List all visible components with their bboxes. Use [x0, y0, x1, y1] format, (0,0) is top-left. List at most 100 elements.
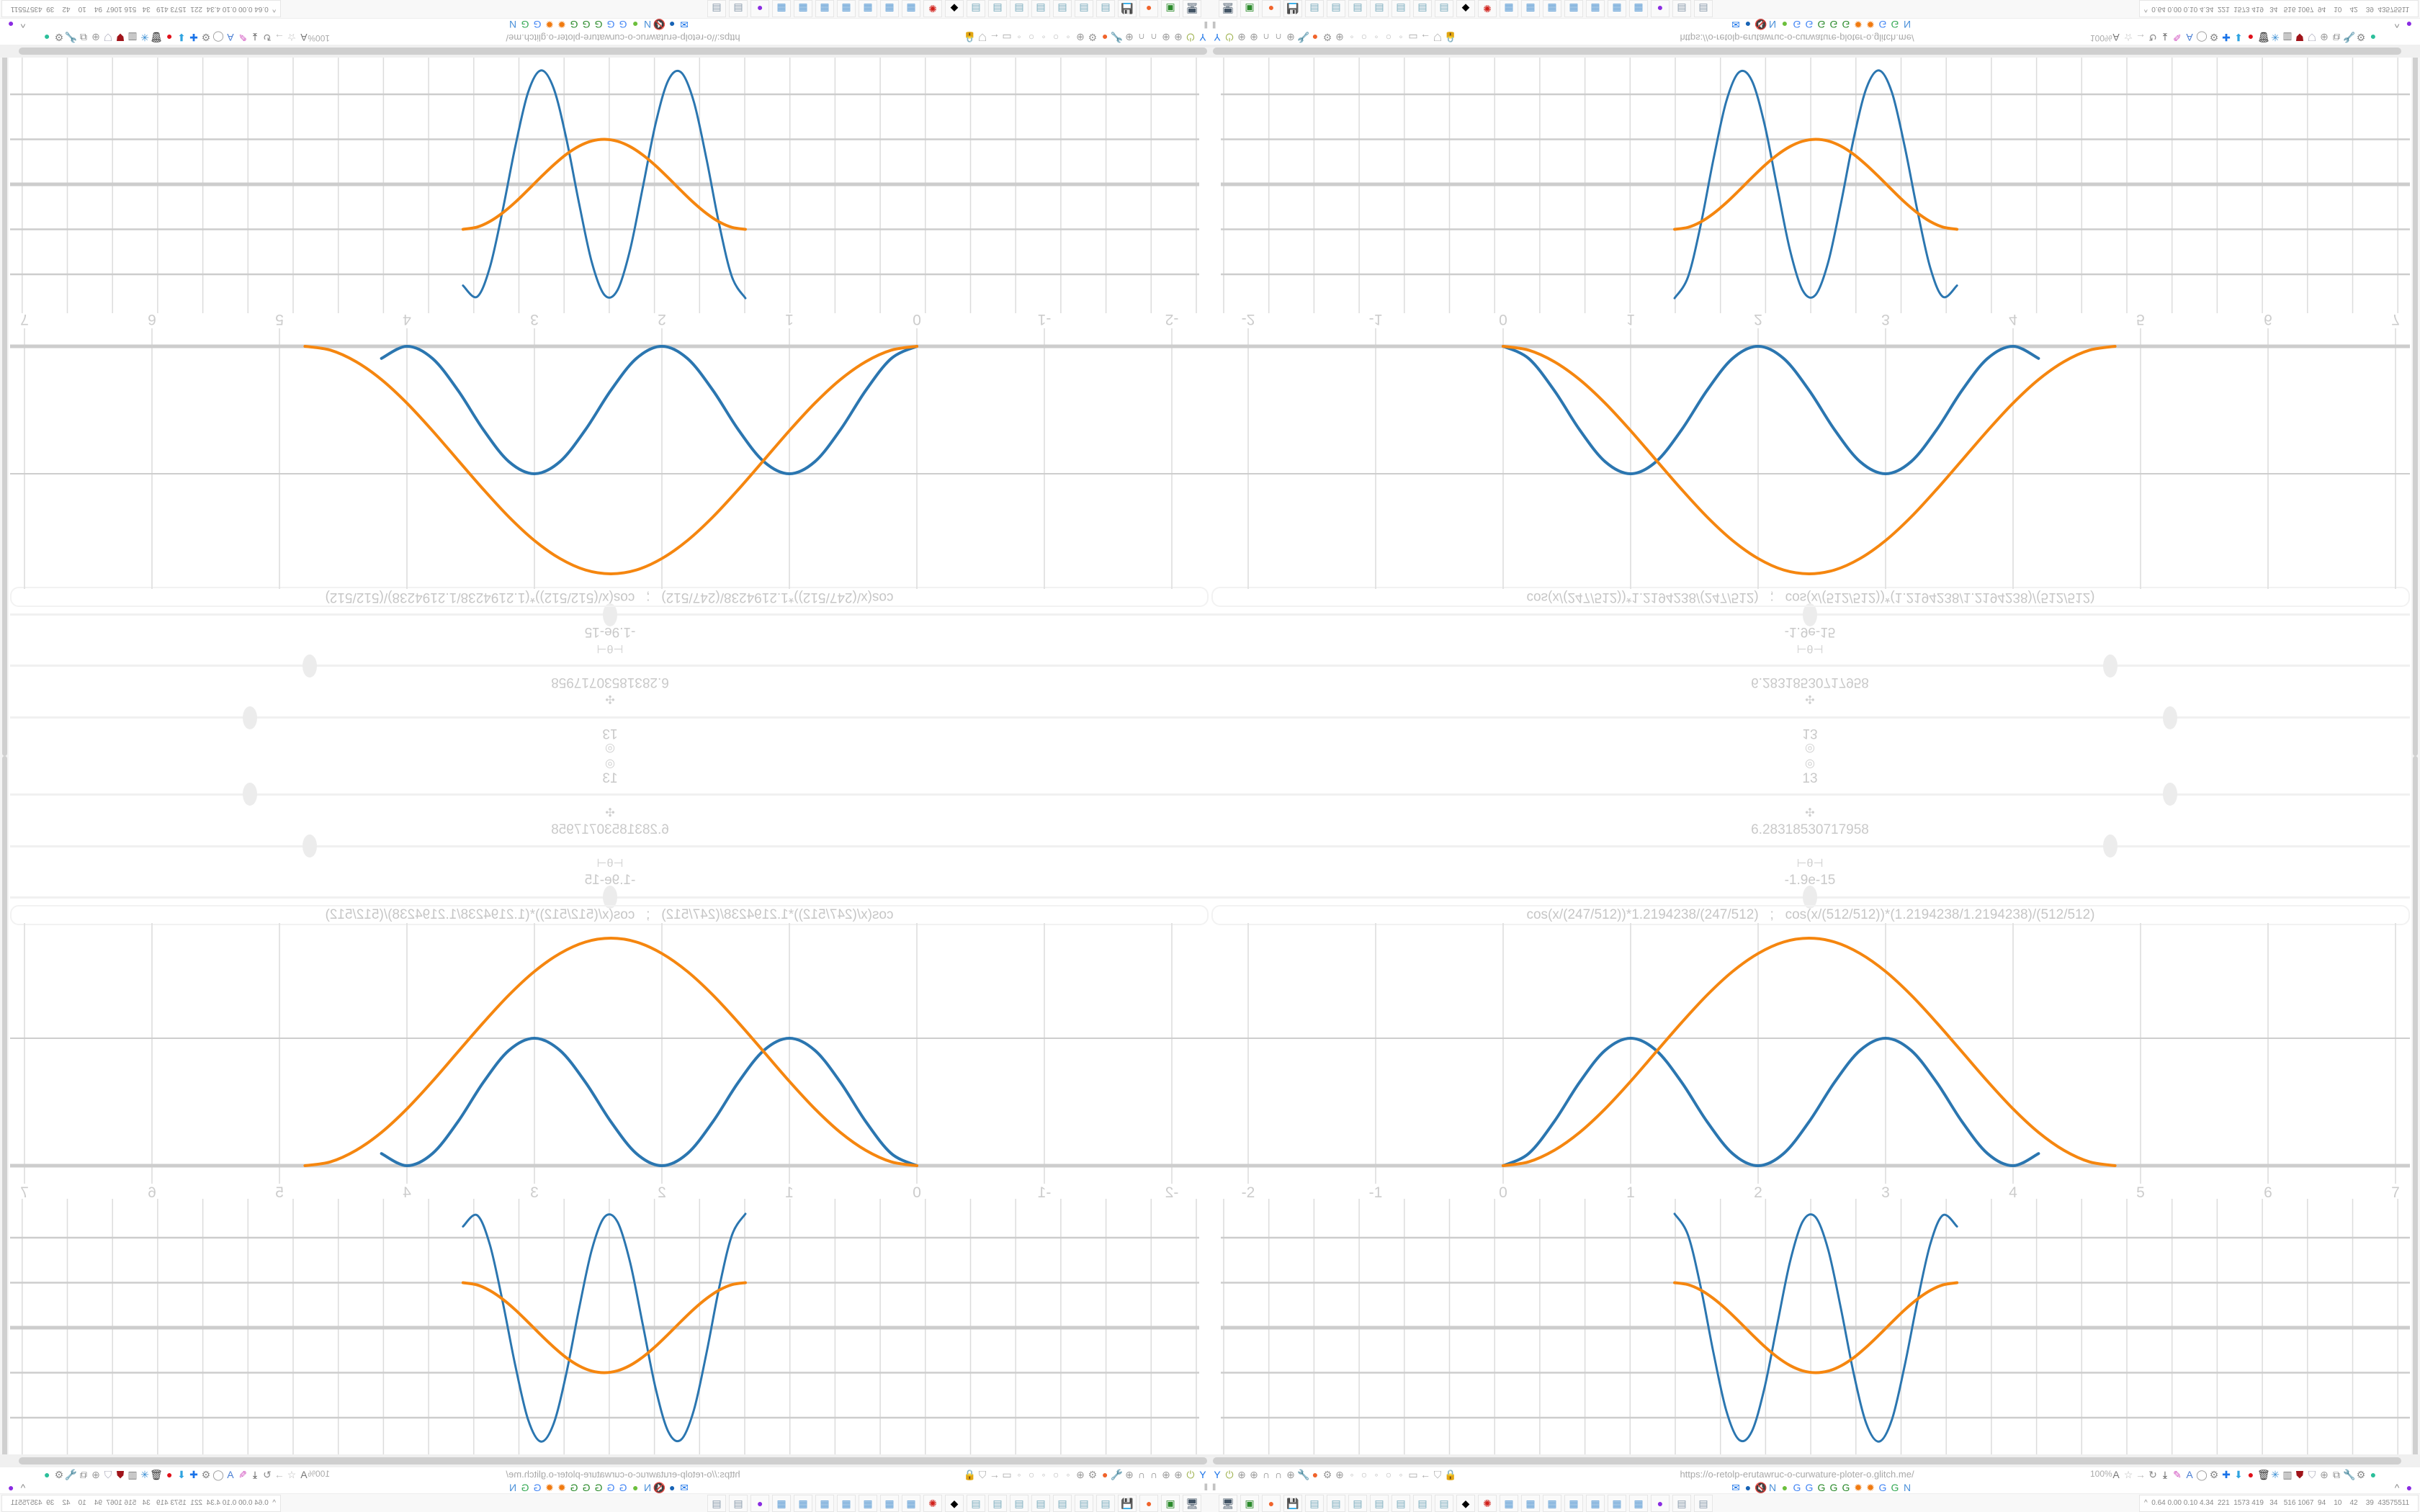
- blue-bird-icon[interactable]: ●: [668, 1481, 676, 1493]
- power-icon[interactable]: ⏻: [1186, 1468, 1195, 1480]
- terminal-icon[interactable]: ▣: [1161, 0, 1180, 18]
- formula-input[interactable]: cos(x/(247/512))*1.2194238/(247/512) ; c…: [1211, 587, 2410, 607]
- dot-icon[interactable]: ◦: [1399, 32, 1403, 44]
- notepad-icon[interactable]: ▤: [988, 0, 1007, 18]
- drag-handle[interactable]: ‖: [1212, 19, 1216, 30]
- calculator-icon[interactable]: ▦: [815, 0, 834, 18]
- google-green-icon[interactable]: G: [594, 1481, 603, 1493]
- notepad-icon[interactable]: ▤: [1075, 1494, 1093, 1512]
- calculator-icon[interactable]: ▦: [1521, 0, 1540, 18]
- inkscape-icon[interactable]: ◆: [1456, 1494, 1475, 1512]
- notepad-icon[interactable]: ▤: [1010, 0, 1028, 18]
- notepad-icon[interactable]: ▤: [1392, 1494, 1410, 1512]
- horizontal-scrollbar[interactable]: [0, 1454, 1210, 1467]
- mute-icon[interactable]: 🔇: [1754, 19, 1767, 31]
- share-icon[interactable]: ✳: [140, 1468, 149, 1480]
- google-green-icon[interactable]: G: [582, 19, 591, 31]
- mail-icon[interactable]: ✉: [680, 1481, 689, 1493]
- green-feather-icon[interactable]: ●: [1781, 19, 1788, 31]
- calculator-icon[interactable]: ▦: [794, 0, 812, 18]
- globe-icon[interactable]: ⊕: [1162, 1468, 1170, 1480]
- system-settings-icon[interactable]: 🖥: [1183, 1494, 1201, 1512]
- slider-thumb[interactable]: [2102, 654, 2118, 678]
- notion-icon[interactable]: N: [643, 1481, 652, 1493]
- translate-icon[interactable]: A: [2112, 1468, 2120, 1480]
- folder-icon[interactable]: ▭: [1002, 32, 1012, 44]
- trash-icon[interactable]: 🗑: [2257, 1468, 2270, 1480]
- trash-icon[interactable]: 🗑: [2257, 32, 2270, 44]
- slider-thumb[interactable]: [1803, 886, 1817, 909]
- orange-sun-icon[interactable]: ✹: [557, 19, 566, 31]
- green-feather-icon[interactable]: ●: [632, 19, 639, 31]
- ublock-icon[interactable]: ⛊: [2295, 1468, 2304, 1480]
- back-arrow-icon[interactable]: ←: [1420, 32, 1430, 44]
- gear-icon[interactable]: ⚙: [54, 1468, 64, 1480]
- zoom-level[interactable]: 100%: [308, 33, 330, 43]
- google-icon[interactable]: G: [533, 19, 542, 31]
- translate-icon[interactable]: A: [300, 32, 308, 44]
- mouse-icon[interactable]: ◯: [212, 32, 224, 44]
- share-icon[interactable]: ✳: [140, 32, 149, 44]
- google-icon[interactable]: G: [606, 19, 615, 31]
- firefox-icon[interactable]: ●: [1139, 0, 1158, 18]
- notion-icon[interactable]: N: [508, 19, 517, 31]
- globe-icon[interactable]: ⊕: [1076, 32, 1085, 44]
- notepad-icon[interactable]: ▤: [1010, 1494, 1028, 1512]
- gear-icon[interactable]: ⚙: [1322, 32, 1332, 44]
- red-circle-icon[interactable]: ●: [2247, 32, 2254, 44]
- blue-bird-icon[interactable]: ●: [668, 19, 676, 31]
- scrollbar-thumb[interactable]: [2413, 54, 2418, 756]
- headphones-icon[interactable]: ∩: [1274, 32, 1283, 44]
- param2-slider[interactable]: [10, 654, 1210, 678]
- mute-icon[interactable]: 🔇: [653, 1481, 666, 1493]
- notion-icon[interactable]: N: [1768, 19, 1777, 31]
- calculator-icon[interactable]: ▦: [837, 1494, 856, 1512]
- calculator-icon[interactable]: ▦: [902, 0, 920, 18]
- mask-icon[interactable]: ●: [7, 1481, 14, 1493]
- url-bar[interactable]: https://o-retolp-erutawruc-o-curwature-p…: [1680, 1469, 1914, 1480]
- circle-icon[interactable]: ○: [1385, 32, 1392, 44]
- google-icon[interactable]: G: [1805, 19, 1814, 31]
- notion-icon[interactable]: N: [1903, 19, 1912, 31]
- formula-input[interactable]: cos(x/(247/512))*1.2194238/(247/512) ; c…: [10, 587, 1209, 607]
- calculator-icon[interactable]: ▦: [1608, 1494, 1626, 1512]
- forward-arrow-icon[interactable]: →: [274, 32, 284, 44]
- param2-slider[interactable]: [1210, 834, 2410, 858]
- url-bar[interactable]: https://o-retolp-erutawruc-o-curwature-p…: [506, 1469, 740, 1480]
- scrollbar-thumb[interactable]: [19, 48, 1207, 55]
- folder-icon[interactable]: ▭: [1408, 1468, 1418, 1480]
- reload-icon[interactable]: ↻: [263, 32, 272, 44]
- plus-icon[interactable]: ✚: [189, 32, 198, 44]
- horizontal-scrollbar[interactable]: [1210, 1454, 2420, 1467]
- vertical-scrollbar[interactable]: [2411, 756, 2420, 1458]
- blue-bird-icon[interactable]: ●: [1744, 1481, 1752, 1493]
- pencil-icon[interactable]: ✎: [2173, 1468, 2182, 1480]
- mask-app-icon[interactable]: ●: [1651, 0, 1670, 18]
- wrench-icon[interactable]: 🔧: [1110, 32, 1123, 44]
- translate-blue-icon[interactable]: A: [227, 1468, 234, 1480]
- scrollbar-thumb[interactable]: [2, 756, 7, 1458]
- plus-icon[interactable]: ✚: [2222, 1468, 2231, 1480]
- horizontal-scrollbar[interactable]: [1210, 45, 2420, 58]
- calculator-icon[interactable]: ▦: [772, 0, 791, 18]
- globe-icon[interactable]: ⊕: [2320, 32, 2329, 44]
- google-icon[interactable]: G: [1793, 19, 1801, 31]
- calculator-icon[interactable]: ▦: [794, 1494, 812, 1512]
- scrollbar-thumb[interactable]: [1213, 48, 2401, 55]
- dot-icon[interactable]: ◦: [1017, 32, 1021, 44]
- param1-slider[interactable]: [1210, 783, 2410, 806]
- zoom-level[interactable]: 100%: [2090, 33, 2112, 43]
- blue-bird-icon[interactable]: ●: [1744, 19, 1752, 31]
- lock-icon[interactable]: 🔒: [963, 32, 976, 44]
- orange-sun-icon[interactable]: ✹: [1854, 1481, 1863, 1493]
- notepad-icon[interactable]: ▤: [1435, 1494, 1453, 1512]
- google-icon[interactable]: G: [521, 1481, 529, 1493]
- circle-icon[interactable]: ○: [1361, 1468, 1368, 1480]
- red-circle-icon[interactable]: ●: [2247, 1468, 2254, 1480]
- google-icon[interactable]: G: [1805, 1481, 1814, 1493]
- globe-icon[interactable]: ⊕: [1286, 32, 1295, 44]
- inkscape-icon[interactable]: ◆: [945, 1494, 964, 1512]
- dot-icon[interactable]: ◦: [1041, 1468, 1046, 1480]
- google-icon[interactable]: G: [606, 1481, 615, 1493]
- globe-icon[interactable]: ⊕: [1286, 1468, 1295, 1480]
